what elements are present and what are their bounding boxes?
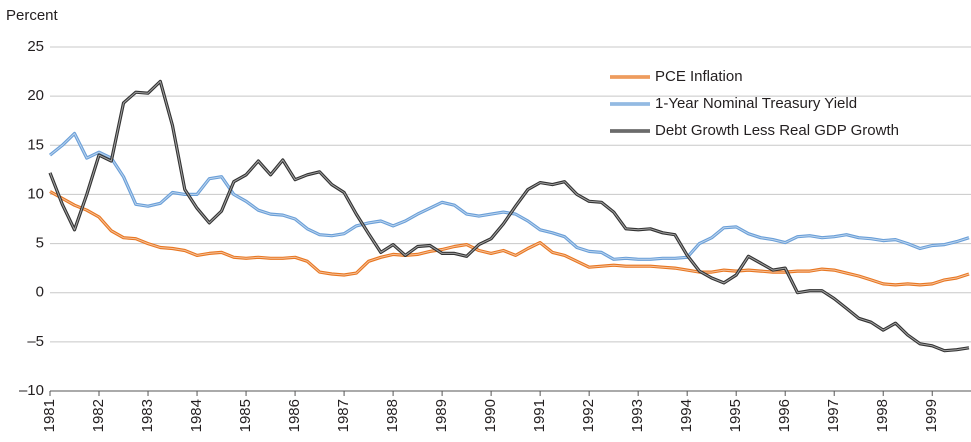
x-tick-label: 1998 <box>874 399 891 432</box>
y-tick-label: 5 <box>36 235 44 252</box>
x-tick-label: 1995 <box>727 399 744 432</box>
x-tick-label: 1981 <box>41 399 58 432</box>
y-tick-label: 15 <box>27 136 44 153</box>
legend-label: Debt Growth Less Real GDP Growth <box>655 122 899 139</box>
series-line-highlight <box>49 191 970 286</box>
x-tick-label: 1992 <box>580 399 597 432</box>
y-tick-label: 20 <box>27 87 44 104</box>
x-tick-label: 1996 <box>776 399 793 432</box>
x-tick-label: 1990 <box>482 399 499 432</box>
x-tick-label: 1983 <box>139 399 156 432</box>
x-tick-label: 1997 <box>825 399 842 432</box>
y-tick-label: 25 <box>27 38 44 55</box>
x-tick-label: 1985 <box>237 399 254 432</box>
x-tick-label: 1993 <box>629 399 646 432</box>
y-axis-label: Percent <box>6 7 59 24</box>
x-tick-label: 1994 <box>678 399 695 432</box>
x-tick-label: 1984 <box>188 399 205 432</box>
series-line-highlight <box>49 80 970 352</box>
x-tick-label: 1988 <box>384 399 401 432</box>
x-tick-label: 1982 <box>90 399 107 432</box>
legend-label: 1-Year Nominal Treasury Yield <box>655 95 857 112</box>
y-tick-label: –10 <box>19 382 44 399</box>
x-tick-label: 1986 <box>286 399 303 432</box>
x-tick-label: 1999 <box>923 399 940 432</box>
x-tick-label: 1989 <box>433 399 450 432</box>
x-tick-label: 1987 <box>335 399 352 432</box>
y-tick-label: 10 <box>27 185 44 202</box>
x-tick-label: 1991 <box>531 399 548 432</box>
y-tick-label: 0 <box>36 284 44 301</box>
y-tick-label: –5 <box>27 333 44 350</box>
legend-label: PCE Inflation <box>655 68 743 85</box>
